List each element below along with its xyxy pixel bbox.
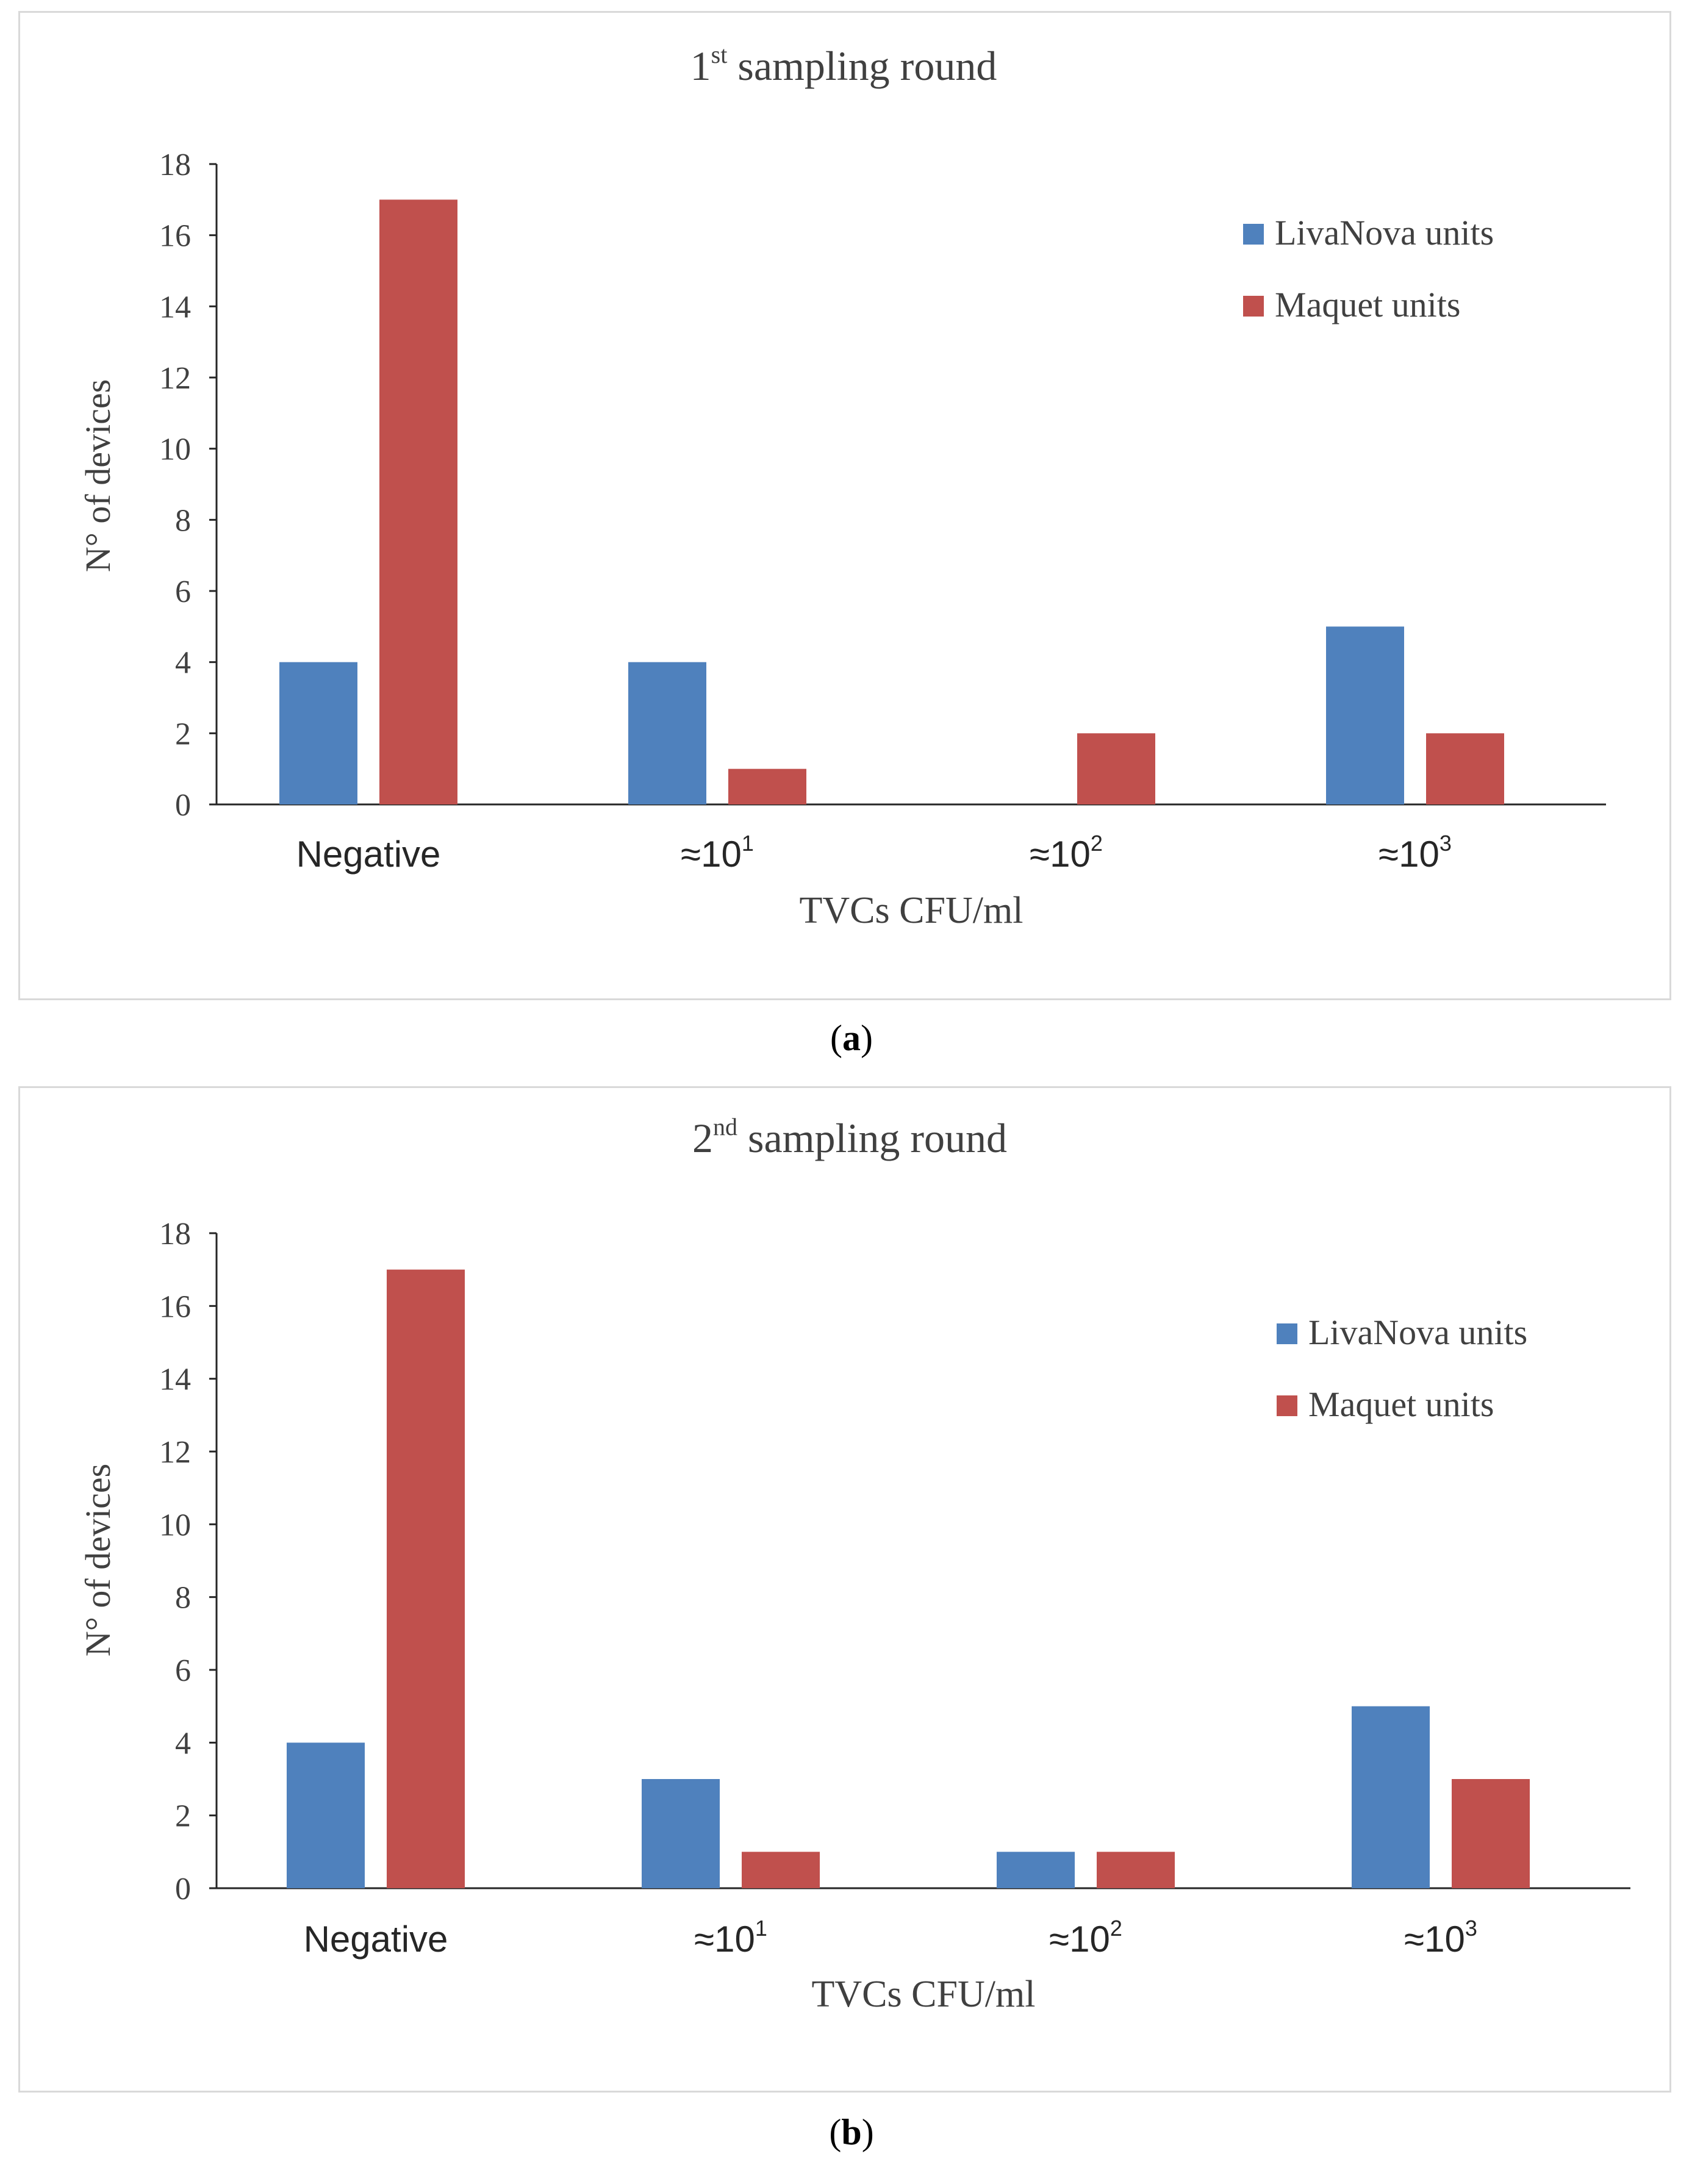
y-tick-label: 12 [159,1435,191,1470]
chart-title: 2nd sampling round [692,1113,1007,1161]
x-category-label: ≈101 [694,1916,767,1960]
y-tick-label: 8 [175,1581,191,1616]
bar-maquet-units [1097,1852,1175,1888]
chart-a-svg: 1st sampling round 0 2 4 6 8 10 12 14 16 18 N° of d… [78,41,1606,931]
bar-maquet-units [1426,733,1504,804]
y-axis-label: N° of devices [78,379,118,572]
y-tick-label: 4 [175,1726,191,1761]
x-category-label: ≈103 [1404,1916,1477,1960]
bar-livanova-units [279,662,357,804]
chart-b-svg: 2nd sampling round 0 2 4 6 8 10 12 14 16 18 N° of d… [78,1113,1630,2015]
x-category-label: ≈102 [1049,1916,1122,1960]
legend-label: LivaNova units [1308,1312,1527,1352]
y-tick-label: 14 [159,1362,191,1397]
y-axis-label: N° of devices [78,1464,118,1656]
bar-maquet-units [387,1269,465,1888]
chart-panel-b: 2nd sampling round 0 2 4 6 8 10 12 14 16 18 N° of d… [18,1086,1671,2093]
x-category-label: ≈101 [681,831,754,875]
y-tick-label: 2 [175,1799,191,1834]
legend-swatch [1243,224,1264,245]
y-tick-label: 10 [159,1508,191,1542]
bar-livanova-units [628,662,706,804]
x-category-label: Negative [304,1919,448,1960]
y-tick-label: 18 [159,1217,191,1251]
y-tick-label: 8 [175,503,191,538]
caption-b: (b) [829,2112,874,2152]
chart-title: 1st sampling round [690,41,997,89]
y-tick-label: 6 [175,1653,191,1688]
bar-maquet-units [742,1852,820,1888]
legend-label: Maquet units [1308,1384,1494,1424]
y-tick-label: 16 [159,1289,191,1324]
legend-label: Maquet units [1275,285,1460,324]
bar-livanova-units [642,1779,720,1888]
bar-livanova-units [1326,626,1404,804]
bar-maquet-units [1452,1779,1530,1888]
caption-a: (a) [830,1018,873,1058]
x-category-label: ≈103 [1379,831,1452,875]
y-tick-label: 0 [175,1872,191,1907]
y-tick-label: 6 [175,575,191,609]
bar-livanova-units [997,1852,1075,1888]
bar-maquet-units [728,768,806,804]
legend-swatch [1243,296,1264,317]
y-tick-label: 12 [159,361,191,396]
y-tick-label: 18 [159,148,191,182]
x-category-label: Negative [296,834,441,875]
y-tick-label: 16 [159,219,191,254]
y-tick-label: 10 [159,432,191,467]
legend-swatch [1277,1395,1297,1416]
y-tick-label: 14 [159,290,191,324]
y-tick-label: 0 [175,788,191,823]
bar-maquet-units [379,199,457,804]
y-tick-label: 2 [175,717,191,751]
bar-livanova-units [1352,1706,1430,1888]
legend-swatch [1277,1323,1297,1344]
x-axis-label: TVCs CFU/ml [812,1974,1036,2015]
y-tick-label: 4 [175,646,191,681]
legend-label: LivaNova units [1275,213,1494,252]
x-axis-label: TVCs CFU/ml [800,890,1024,931]
bar-livanova-units [287,1742,365,1888]
bar-maquet-units [1077,733,1155,804]
chart-panel-a: 1st sampling round 0 2 4 6 8 10 12 14 16 18 N° of d… [18,11,1671,1000]
x-category-label: ≈102 [1030,831,1103,875]
